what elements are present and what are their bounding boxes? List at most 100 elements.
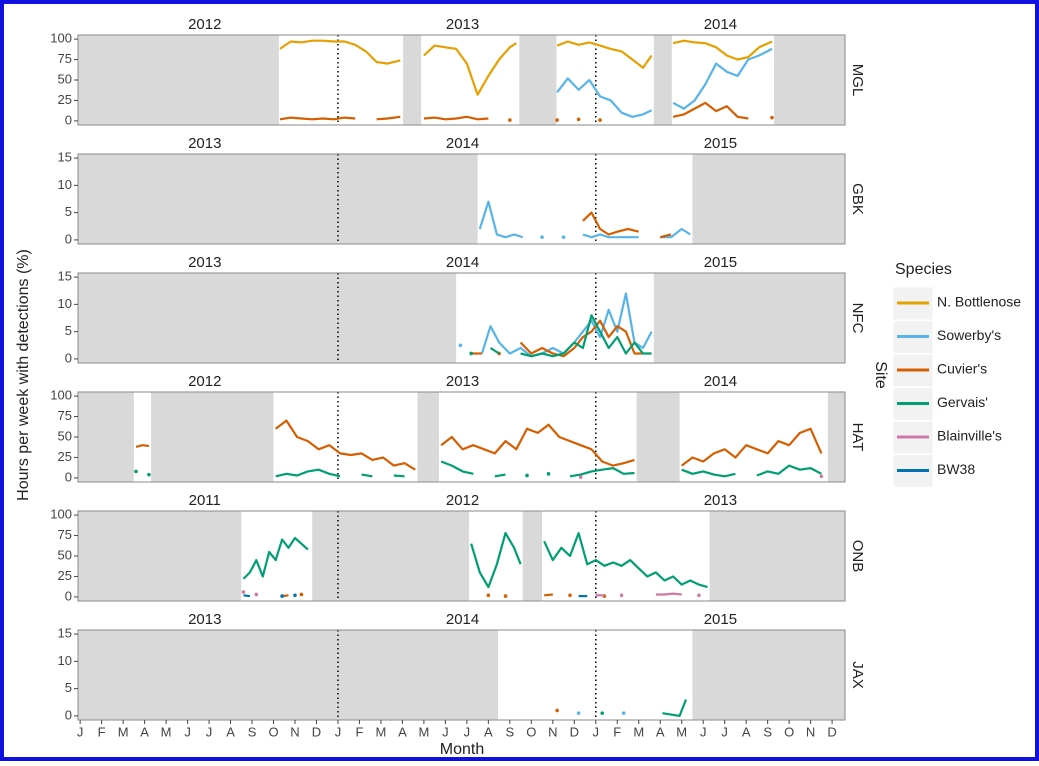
year-label: 2014 <box>704 16 737 33</box>
series-line <box>672 39 773 61</box>
series-line <box>582 233 639 239</box>
no-effort-shade <box>78 511 242 601</box>
site-label: NFC <box>849 303 866 334</box>
legend-label: BW38 <box>937 461 975 477</box>
y-tick-label: 5 <box>65 204 72 219</box>
y-tick-label: 15 <box>58 269 72 284</box>
year-label: 2012 <box>188 373 221 390</box>
x-tick-label: D <box>570 724 579 739</box>
year-label: 2014 <box>446 135 479 152</box>
x-tick-label: M <box>118 724 129 739</box>
x-tick-label: A <box>140 724 149 739</box>
x-tick-label: A <box>484 724 493 739</box>
panel-border <box>77 153 846 245</box>
y-tick-label: 100 <box>50 388 72 403</box>
point <box>241 590 246 594</box>
year-label: 2015 <box>704 611 737 628</box>
year-label: 2013 <box>446 16 479 33</box>
point <box>578 475 583 479</box>
x-tick-label: S <box>506 724 515 739</box>
point <box>697 593 701 598</box>
point <box>576 711 581 715</box>
year-label: 2015 <box>704 135 737 152</box>
site-label: MGL <box>849 64 866 97</box>
year-label: 2015 <box>704 254 737 271</box>
x-tick-label: J <box>700 724 707 739</box>
series-line <box>681 427 823 467</box>
site-label: JAX <box>849 661 866 689</box>
y-tick-label: 0 <box>65 350 72 365</box>
x-tick-label: D <box>827 724 836 739</box>
point <box>508 118 512 122</box>
no-effort-shade <box>522 511 543 601</box>
no-effort-shade <box>692 154 845 244</box>
point <box>770 115 774 120</box>
x-tick-label: F <box>98 724 106 739</box>
no-effort-shade <box>653 35 672 125</box>
x-tick-label: S <box>248 724 257 739</box>
x-tick-label: J <box>721 724 728 739</box>
y-tick-label: 50 <box>58 547 72 562</box>
series-line <box>361 473 373 478</box>
series-line <box>440 460 474 475</box>
series-line <box>489 347 500 355</box>
series-line <box>423 42 517 96</box>
point <box>621 711 626 715</box>
point <box>469 351 473 356</box>
point <box>555 118 559 122</box>
point <box>280 594 284 598</box>
no-effort-shade <box>653 273 845 363</box>
legend-label: Gervais' <box>937 394 988 410</box>
no-effort-shade <box>774 35 845 125</box>
series-line <box>672 47 773 110</box>
y-tick-label: 25 <box>58 92 72 107</box>
no-effort-shade <box>709 511 845 601</box>
year-label: 2013 <box>446 373 479 390</box>
series-line <box>681 468 736 478</box>
point <box>568 593 572 598</box>
series-line <box>242 536 309 580</box>
y-tick-label: 0 <box>65 707 72 722</box>
x-tick-label: M <box>418 724 429 739</box>
no-effort-shade <box>417 392 439 482</box>
legend-title: Species <box>895 261 952 278</box>
x-tick-label: N <box>806 724 815 739</box>
point <box>819 474 824 479</box>
point <box>503 594 508 598</box>
point <box>134 469 138 474</box>
no-effort-shade <box>78 392 134 482</box>
x-tick-label: F <box>355 724 363 739</box>
x-tick-label: A <box>742 724 751 739</box>
x-tick-label: S <box>763 724 772 739</box>
year-label: 2013 <box>188 135 221 152</box>
series-line <box>756 464 822 477</box>
series-line <box>543 532 708 589</box>
x-tick-label: A <box>226 724 235 739</box>
y-tick-label: 50 <box>58 71 72 86</box>
y-tick-label: 75 <box>58 408 72 423</box>
year-label: 2014 <box>446 611 479 628</box>
legend-label: Cuvier's <box>937 361 987 377</box>
point <box>525 473 529 478</box>
y-tick-label: 75 <box>58 527 72 542</box>
y-tick-label: 0 <box>65 469 72 484</box>
point <box>147 472 151 477</box>
year-label: 2014 <box>446 254 479 271</box>
no-effort-shade <box>312 511 470 601</box>
series-line <box>556 40 653 69</box>
legend-label: Sowerby's <box>937 327 1001 343</box>
series-line <box>423 115 489 121</box>
series-line <box>655 592 682 596</box>
series-line <box>660 227 691 239</box>
y-tick-label: 0 <box>65 231 72 246</box>
series-line <box>279 39 401 65</box>
point <box>254 592 259 597</box>
x-tick-label: J <box>464 724 471 739</box>
series-line <box>440 423 635 467</box>
series-line <box>672 101 749 120</box>
year-label: 2012 <box>446 492 479 509</box>
x-tick-label: J <box>593 724 600 739</box>
no-effort-shade <box>403 35 422 125</box>
x-tick-label: M <box>161 724 172 739</box>
